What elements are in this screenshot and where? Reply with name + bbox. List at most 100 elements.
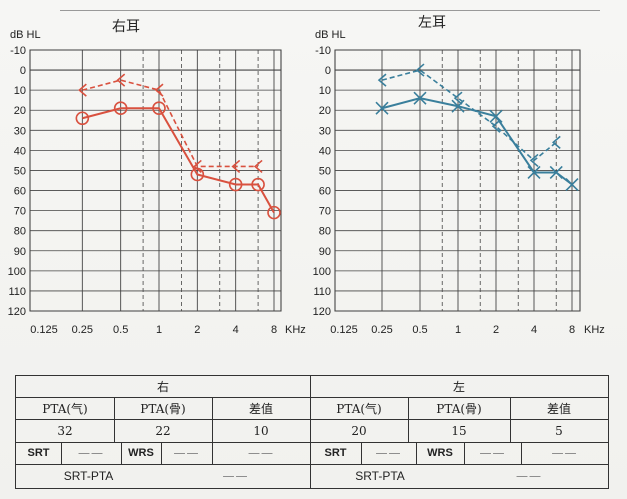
y-tick-label: 20 xyxy=(14,105,26,117)
table-col xyxy=(114,397,115,442)
air-conduction-point xyxy=(75,111,90,126)
x-tick-label: 8 xyxy=(569,324,575,336)
right-ear-audiogram: -10 0 10 20 30 40 50 60 70 80 90 100 110 120 dB HL 0.12… xyxy=(8,29,306,336)
top-rule xyxy=(60,10,600,11)
table-rule xyxy=(16,464,608,465)
air-conduction-point xyxy=(267,205,281,220)
right-diff-label: 差值 xyxy=(248,401,273,416)
air-conduction-point xyxy=(489,109,503,123)
left-wrs-label: WRS xyxy=(427,447,453,459)
left-srt-pta-value: —— xyxy=(516,469,542,483)
bone-conduction-point xyxy=(253,159,263,174)
y-tick-label: 70 xyxy=(14,206,26,218)
left-diff-value: 5 xyxy=(555,423,563,438)
x-tick-label: 0.25 xyxy=(72,324,93,336)
table-col xyxy=(510,397,511,442)
table-col xyxy=(212,442,213,464)
air-conduction-point xyxy=(413,91,427,105)
air-conduction-point xyxy=(228,177,243,192)
air-conduction-point xyxy=(251,177,265,192)
y-tick-label: 80 xyxy=(319,226,331,238)
bone-conduction-point xyxy=(154,83,164,97)
table-col xyxy=(361,442,362,464)
y-tick-label: 100 xyxy=(313,266,331,278)
table-col xyxy=(416,442,417,464)
bone-conduction-point xyxy=(551,135,561,149)
air-conduction-point xyxy=(451,99,465,113)
right-wrs-value: —— xyxy=(173,446,200,460)
y-tick-label: -10 xyxy=(315,45,331,57)
x-tick-label: 1 xyxy=(455,324,461,336)
right-pta-air-label: PTA(气) xyxy=(42,401,88,416)
air-conduction-point xyxy=(152,101,166,116)
right-diff-value: 10 xyxy=(253,423,269,438)
y-tick-label: 30 xyxy=(14,125,26,137)
right-srt-pta-value: —— xyxy=(222,469,249,483)
x-tick-label: 1 xyxy=(156,324,162,336)
table-rule xyxy=(16,397,608,398)
left-header: 左 xyxy=(452,380,465,394)
y-tick-label: -10 xyxy=(10,45,26,57)
right-pta-air-value: 32 xyxy=(57,423,73,438)
right-extra-value: —— xyxy=(248,446,274,460)
table-col xyxy=(521,442,522,464)
y-tick-label: 120 xyxy=(313,306,331,318)
left-pta-bone-value: 15 xyxy=(451,423,467,438)
table-col xyxy=(408,397,409,442)
table-col xyxy=(61,442,62,464)
y-tick-label: 10 xyxy=(14,85,26,97)
right-ear-title: 右耳 xyxy=(112,19,140,35)
right-header: 右 xyxy=(156,380,169,394)
x-tick-label: 2 xyxy=(493,324,499,336)
y-tick-label: 40 xyxy=(319,145,331,157)
left-ear-title: 左耳 xyxy=(418,15,446,31)
x-tick-label: 4 xyxy=(531,324,537,336)
y-tick-label: 0 xyxy=(325,65,331,77)
bone-series-line xyxy=(82,79,259,168)
air-conduction-point xyxy=(549,165,563,180)
right-srt-label: SRT xyxy=(27,447,50,459)
right-pta-bone-value: 22 xyxy=(155,423,171,438)
left-pta-bone-label: PTA(骨) xyxy=(436,401,482,416)
table-col xyxy=(212,397,213,442)
x-unit-label: KHz xyxy=(285,324,306,336)
left-extra-value: —— xyxy=(551,446,578,460)
left-srt-value: —— xyxy=(375,446,402,460)
bone-conduction-point xyxy=(78,83,87,97)
x-unit-label: KHz xyxy=(584,324,605,336)
y-tick-label: 10 xyxy=(319,85,331,97)
bone-conduction-point xyxy=(415,63,425,77)
left-wrs-value: —— xyxy=(479,446,506,460)
y-tick-label: 90 xyxy=(14,246,26,258)
left-pta-air-label: PTA(气) xyxy=(336,401,382,416)
bone-conduction-point xyxy=(529,153,539,168)
air-series-line xyxy=(381,97,573,186)
air-conduction-point xyxy=(375,101,389,115)
x-tick-label: 0.5 xyxy=(113,324,128,336)
x-tick-label: 4 xyxy=(233,324,239,336)
right-srt-pta-label: SRT-PTA xyxy=(63,469,114,483)
bone-conduction-point xyxy=(377,73,387,87)
x-tick-label: 0.25 xyxy=(371,324,392,336)
y-tick-label: 90 xyxy=(319,246,331,258)
air-conduction-point xyxy=(113,101,128,116)
left-ear-audiogram: -10 0 10 20 30 40 50 60 70 80 90 100 110 120 dB HL 0.12… xyxy=(313,29,605,336)
table-rule xyxy=(16,419,608,420)
table-rule xyxy=(16,442,608,443)
table-divider xyxy=(310,376,311,488)
bone-conduction-point xyxy=(231,159,241,174)
bone-series-line xyxy=(381,69,557,162)
bone-conduction-point xyxy=(453,91,463,105)
y-axis-label: dB HL xyxy=(315,29,346,41)
y-tick-label: 40 xyxy=(14,145,26,157)
table-col xyxy=(161,442,162,464)
x-tick-label: 0.125 xyxy=(30,324,58,336)
right-wrs-label: WRS xyxy=(128,447,154,459)
left-srt-label: SRT xyxy=(324,447,347,459)
y-tick-label: 110 xyxy=(8,286,26,298)
y-tick-label: 100 xyxy=(8,266,26,278)
left-diff-label: 差值 xyxy=(546,401,571,416)
y-tick-label: 80 xyxy=(14,226,26,238)
y-tick-label: 30 xyxy=(319,125,331,137)
